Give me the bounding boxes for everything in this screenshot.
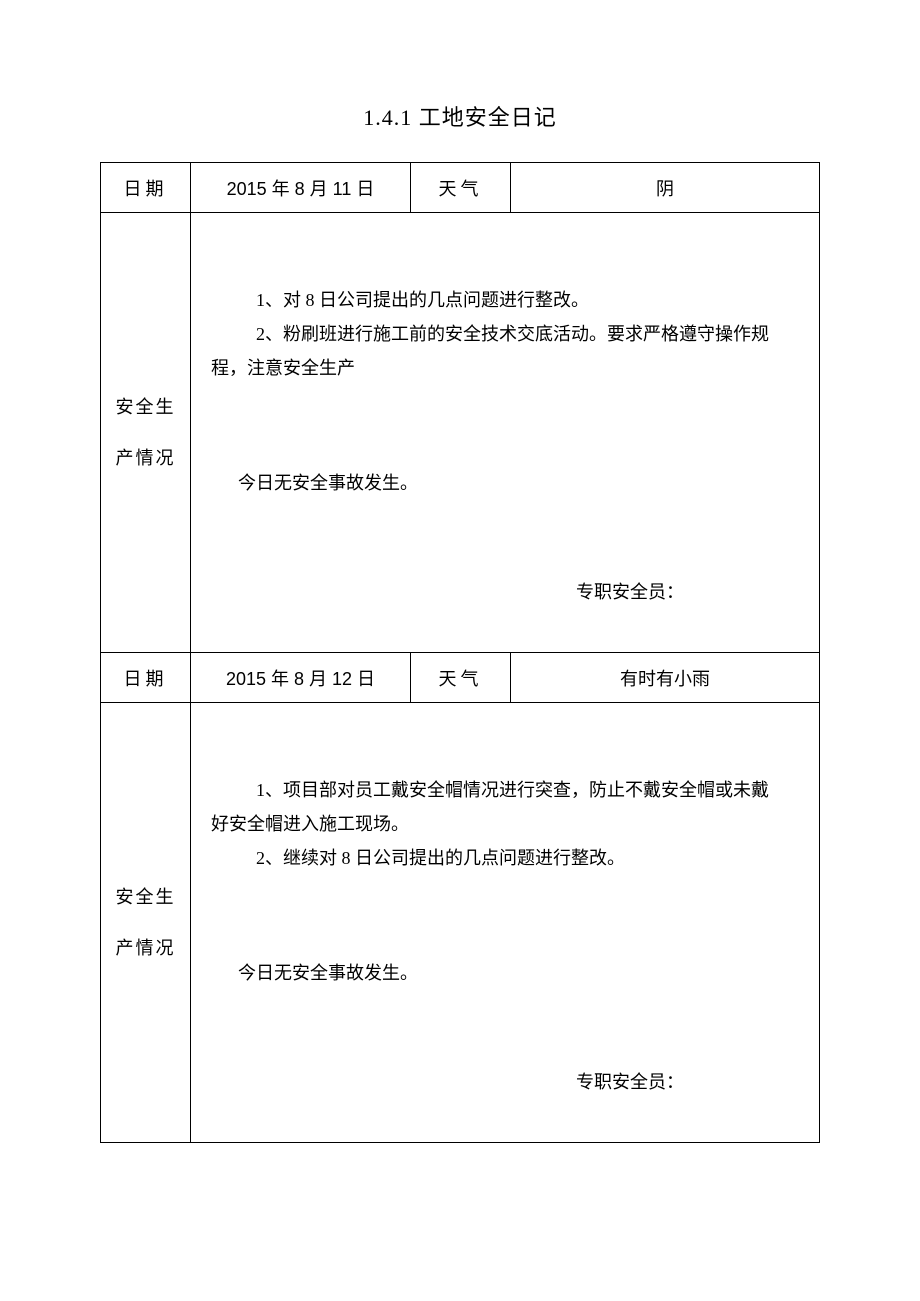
activity-line: 好安全帽进入施工现场。 [211, 807, 799, 841]
weather-label: 天气 [411, 653, 511, 703]
section-label: 安全生产情况 [101, 703, 191, 1143]
activity-line: 1、项目部对员工戴安全帽情况进行突查，防止不戴安全帽或未戴 [211, 773, 799, 807]
accident-status: 今日无安全事故发生。 [211, 466, 799, 500]
activity-line: 2、粉刷班进行施工前的安全技术交底活动。要求严格遵守操作规 [211, 317, 799, 351]
signature-line: 专职安全员： [211, 575, 799, 609]
weather-label: 天气 [411, 163, 511, 213]
activity-line: 程，注意安全生产 [211, 351, 799, 385]
activity-line: 2、继续对 8 日公司提出的几点问题进行整改。 [211, 841, 799, 875]
accident-status: 今日无安全事故发生。 [211, 956, 799, 990]
activity-line: 1、对 8 日公司提出的几点问题进行整改。 [211, 283, 799, 317]
date-label: 日期 [101, 163, 191, 213]
entry-content-row: 安全生产情况 1、对 8 日公司提出的几点问题进行整改。 2、粉刷班进行施工前的… [101, 213, 820, 653]
weather-value: 有时有小雨 [511, 653, 820, 703]
entry-content-row: 安全生产情况 1、项目部对员工戴安全帽情况进行突查，防止不戴安全帽或未戴 好安全… [101, 703, 820, 1143]
date-value: 2015 年 8 月 12 日 [191, 653, 411, 703]
section-content: 1、项目部对员工戴安全帽情况进行突查，防止不戴安全帽或未戴 好安全帽进入施工现场… [191, 703, 820, 1143]
date-label: 日期 [101, 653, 191, 703]
document-title: 1.4.1 工地安全日记 [100, 100, 820, 132]
activities-block: 1、项目部对员工戴安全帽情况进行突查，防止不戴安全帽或未戴 好安全帽进入施工现场… [211, 773, 799, 876]
date-value: 2015 年 8 月 11 日 [191, 163, 411, 213]
safety-log-table: 日期 2015 年 8 月 11 日 天气 阴 安全生产情况 1、对 8 日公司… [100, 162, 820, 1143]
section-content: 1、对 8 日公司提出的几点问题进行整改。 2、粉刷班进行施工前的安全技术交底活… [191, 213, 820, 653]
weather-value: 阴 [511, 163, 820, 213]
entry-header-row: 日期 2015 年 8 月 12 日 天气 有时有小雨 [101, 653, 820, 703]
section-label: 安全生产情况 [101, 213, 191, 653]
signature-line: 专职安全员： [211, 1065, 799, 1099]
activities-block: 1、对 8 日公司提出的几点问题进行整改。 2、粉刷班进行施工前的安全技术交底活… [211, 283, 799, 386]
entry-header-row: 日期 2015 年 8 月 11 日 天气 阴 [101, 163, 820, 213]
